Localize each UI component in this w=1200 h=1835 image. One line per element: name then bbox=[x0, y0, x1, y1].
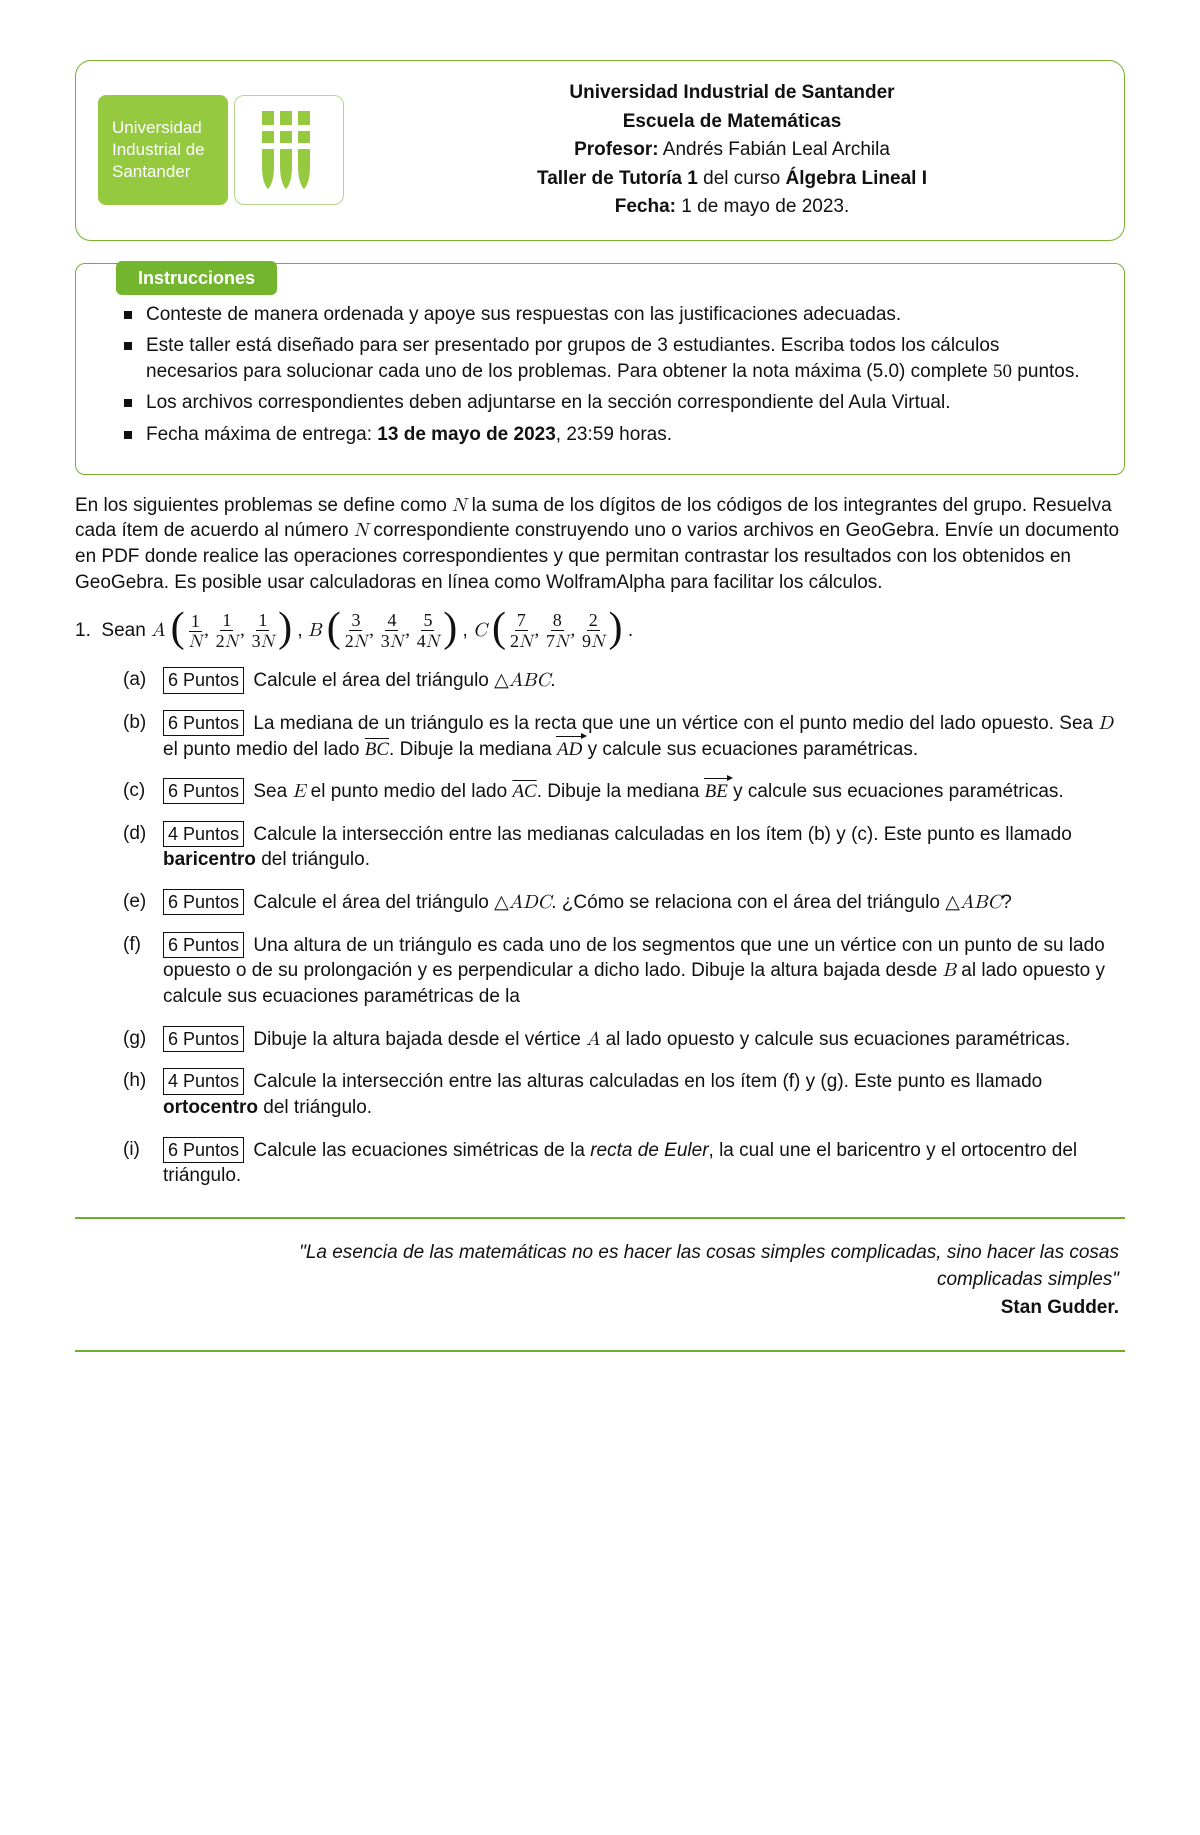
problem-1: 1. Sean A ( 1N, 12N, 13N ) , B ( 32N, 43… bbox=[75, 611, 1125, 1189]
quote-author: Stan Gudder. bbox=[81, 1294, 1119, 1322]
instructions-tab: Instrucciones bbox=[116, 261, 277, 295]
points-badge: 4 Puntos bbox=[163, 821, 244, 847]
logo-text: Universidad Industrial de Santander bbox=[98, 95, 228, 205]
points-badge: 6 Puntos bbox=[163, 778, 244, 804]
point-C: C bbox=[473, 621, 487, 640]
date-value: 1 de mayo de 2023. bbox=[676, 196, 849, 217]
professor-name: Andrés Fabián Leal Archila bbox=[659, 139, 890, 160]
header-box: Universidad Industrial de Santander Univ… bbox=[75, 60, 1125, 241]
points-badge: 4 Puntos bbox=[163, 1068, 244, 1094]
subitem-c: (c) 6 Puntos Sea E el punto medio del la… bbox=[123, 778, 1125, 805]
instructions-list: Conteste de manera ordenada y apoye sus … bbox=[124, 302, 1092, 448]
logo-shield-icon bbox=[234, 95, 344, 205]
logo-line-3: Santander bbox=[112, 161, 214, 183]
points-badge: 6 Puntos bbox=[163, 889, 244, 915]
subitem-b: (b) 6 Puntos La mediana de un triángulo … bbox=[123, 710, 1125, 762]
course-name: Álgebra Lineal I bbox=[786, 168, 927, 189]
point-B: B bbox=[308, 621, 321, 640]
subitem-d: (d) 4 Puntos Calcule la intersección ent… bbox=[123, 821, 1125, 873]
points-badge: 6 Puntos bbox=[163, 710, 244, 736]
course-of: del curso bbox=[698, 168, 786, 189]
divider bbox=[75, 1217, 1125, 1219]
subitem-a: (a) 6 Puntos Calcule el área del triángu… bbox=[123, 667, 1125, 694]
instruction-item: Este taller está diseñado para ser prese… bbox=[124, 333, 1092, 384]
school-name: Escuela de Matemáticas bbox=[623, 111, 842, 132]
instruction-item: Los archivos correspondientes deben adju… bbox=[124, 390, 1092, 416]
divider bbox=[75, 1350, 1125, 1352]
quote-line-2: complicadas simples" bbox=[81, 1266, 1119, 1294]
intro-paragraph: En los siguientes problemas se define co… bbox=[75, 493, 1125, 596]
point-A: A bbox=[151, 621, 165, 640]
subitem-i: (i) 6 Puntos Calcule las ecuaciones simé… bbox=[123, 1137, 1125, 1189]
university-logo: Universidad Industrial de Santander bbox=[98, 95, 344, 205]
instructions-box: Instrucciones Conteste de manera ordenad… bbox=[75, 263, 1125, 475]
professor-label: Profesor: bbox=[574, 139, 658, 160]
points-badge: 6 Puntos bbox=[163, 1137, 244, 1163]
points-badge: 6 Puntos bbox=[163, 932, 244, 958]
coords-C: ( 72N, 87N, 29N ) bbox=[492, 611, 623, 651]
logo-line-1: Universidad bbox=[112, 117, 214, 139]
subitems-list: (a) 6 Puntos Calcule el área del triángu… bbox=[75, 667, 1125, 1189]
instruction-item: Fecha máxima de entrega: 13 de mayo de 2… bbox=[124, 422, 1092, 448]
due-date: 13 de mayo de 2023 bbox=[377, 424, 556, 445]
worksheet-title: Taller de Tutoría 1 bbox=[537, 168, 698, 189]
coords-B: ( 32N, 43N, 54N ) bbox=[327, 611, 458, 651]
problem-lead: 1. Sean bbox=[75, 620, 151, 641]
subitem-e: (e) 6 Puntos Calcule el área del triángu… bbox=[123, 889, 1125, 916]
subitem-f: (f) 6 Puntos Una altura de un triángulo … bbox=[123, 932, 1125, 1010]
coords-A: ( 1N, 12N, 13N ) bbox=[171, 611, 293, 651]
points-badge: 6 Puntos bbox=[163, 667, 244, 693]
subitem-g: (g) 6 Puntos Dibuje la altura bajada des… bbox=[123, 1026, 1125, 1053]
logo-line-2: Industrial de bbox=[112, 139, 214, 161]
university-name: Universidad Industrial de Santander bbox=[569, 82, 894, 103]
course-header: Universidad Industrial de Santander Escu… bbox=[362, 79, 1102, 222]
footer-quote: "La esencia de las matemáticas no es hac… bbox=[75, 1239, 1125, 1322]
date-label: Fecha: bbox=[615, 196, 676, 217]
quote-line-1: "La esencia de las matemáticas no es hac… bbox=[81, 1239, 1119, 1267]
points-badge: 6 Puntos bbox=[163, 1026, 244, 1052]
subitem-h: (h) 4 Puntos Calcule la intersección ent… bbox=[123, 1068, 1125, 1120]
instruction-item: Conteste de manera ordenada y apoye sus … bbox=[124, 302, 1092, 328]
